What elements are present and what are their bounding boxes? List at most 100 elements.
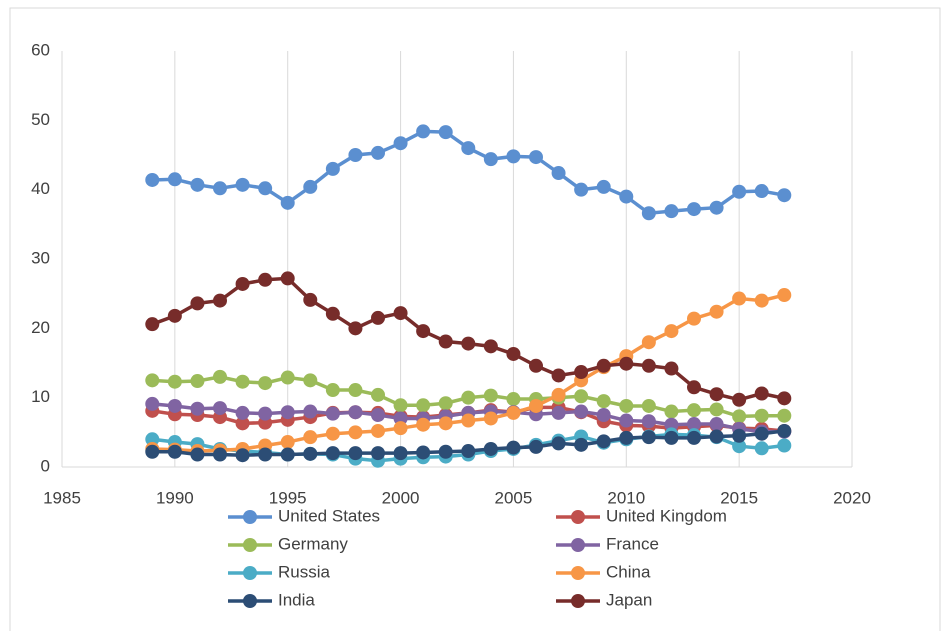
marker <box>732 184 747 199</box>
marker <box>325 306 340 321</box>
marker <box>325 383 340 398</box>
marker <box>258 376 273 391</box>
marker <box>529 398 543 413</box>
marker <box>754 426 769 441</box>
marker <box>235 374 250 389</box>
marker <box>416 124 431 139</box>
marker <box>167 398 182 413</box>
marker <box>619 398 634 413</box>
legend-marker <box>243 538 257 552</box>
marker <box>280 435 295 450</box>
x-tick-label: 1990 <box>156 488 194 507</box>
marker <box>235 276 250 291</box>
marker <box>596 358 611 373</box>
marker <box>348 321 363 336</box>
marker <box>574 404 589 419</box>
marker <box>709 402 724 417</box>
marker <box>641 414 656 429</box>
marker <box>438 125 453 140</box>
marker <box>303 292 318 307</box>
legend-label: Germany <box>278 534 348 553</box>
marker <box>619 189 634 204</box>
marker <box>506 346 521 361</box>
marker <box>574 182 589 197</box>
marker <box>325 161 340 176</box>
marker <box>754 293 769 308</box>
marker <box>393 136 408 151</box>
marker <box>393 398 408 413</box>
marker <box>709 200 724 215</box>
marker <box>664 404 679 419</box>
marker <box>754 184 769 199</box>
marker <box>303 446 318 461</box>
marker <box>483 339 498 354</box>
y-tick-label: 60 <box>31 40 50 59</box>
marker <box>258 181 273 196</box>
marker <box>619 413 634 428</box>
marker <box>145 172 160 187</box>
marker <box>687 202 701 217</box>
marker <box>529 358 543 373</box>
marker <box>235 405 250 420</box>
marker <box>303 179 318 194</box>
marker <box>145 373 160 388</box>
legend-label: India <box>278 590 315 609</box>
marker <box>664 204 679 219</box>
legend-marker <box>571 510 585 524</box>
marker <box>280 195 295 210</box>
marker <box>754 441 769 456</box>
marker <box>145 444 160 459</box>
marker <box>371 408 385 422</box>
marker <box>641 398 656 413</box>
marker <box>438 444 453 459</box>
marker <box>777 438 792 453</box>
y-tick-label: 40 <box>31 179 50 198</box>
marker <box>348 383 363 398</box>
marker <box>393 421 408 436</box>
marker <box>303 430 318 445</box>
x-tick-label: 2010 <box>607 488 645 507</box>
marker <box>167 374 182 389</box>
marker <box>777 423 792 438</box>
marker <box>280 405 295 420</box>
marker <box>325 406 340 421</box>
marker <box>777 188 792 203</box>
marker <box>348 446 363 461</box>
legend-marker <box>571 566 585 580</box>
marker <box>687 417 701 432</box>
marker <box>483 411 498 426</box>
chart-border <box>9 7 941 636</box>
marker <box>596 179 611 194</box>
marker <box>303 404 318 419</box>
marker <box>213 181 227 196</box>
marker <box>619 356 634 371</box>
marker <box>190 177 205 192</box>
legend-marker <box>243 594 257 608</box>
marker <box>461 336 476 351</box>
marker <box>574 389 589 404</box>
marker <box>506 440 521 455</box>
marker <box>461 141 476 156</box>
marker <box>258 447 273 462</box>
legend-label: France <box>606 534 659 553</box>
marker <box>167 444 182 459</box>
marker <box>235 448 250 463</box>
marker <box>709 387 724 402</box>
marker <box>529 439 543 454</box>
marker <box>641 358 656 373</box>
marker <box>754 408 769 423</box>
marker <box>461 444 476 459</box>
marker <box>461 390 476 405</box>
marker <box>348 425 363 440</box>
x-tick-label: 1985 <box>43 488 81 507</box>
legend-label: China <box>606 562 651 581</box>
marker <box>438 416 453 431</box>
marker <box>732 291 747 306</box>
marker <box>551 166 566 181</box>
y-tick-label: 20 <box>31 318 50 337</box>
marker <box>709 429 724 444</box>
x-tick-label: 2000 <box>382 488 420 507</box>
marker <box>596 408 611 422</box>
marker <box>687 380 701 395</box>
marker <box>167 172 182 187</box>
